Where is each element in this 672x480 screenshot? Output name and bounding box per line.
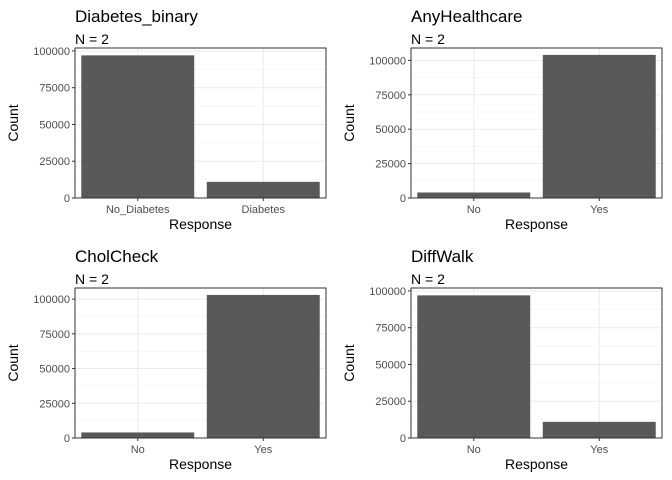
x-axis-title: Response — [505, 456, 568, 472]
y-tick-label: 75000 — [375, 90, 406, 102]
y-axis-title: Count — [5, 344, 21, 381]
bar-no — [417, 295, 531, 438]
chart-subtitle: N = 2 — [75, 271, 109, 287]
x-axis-title: Response — [169, 216, 232, 232]
bar-diabetes — [206, 181, 320, 198]
plot-border — [74, 47, 327, 199]
y-tick-label: 0 — [400, 433, 406, 445]
y-axis-title: Count — [341, 104, 357, 141]
bar-yes — [206, 294, 320, 438]
bar-no-diabetes — [81, 55, 195, 199]
y-tick-label: 25000 — [375, 396, 406, 408]
x-tick-label: No — [467, 444, 481, 456]
chart-panel-2: AnyHealthcare N = 2 0 25000 50000 75000 100000… — [341, 7, 663, 232]
x-tick-label: Yes — [590, 444, 608, 456]
bar-no — [417, 192, 531, 198]
y-tick-label: 75000 — [39, 329, 70, 341]
x-tick-label: Yes — [590, 204, 608, 216]
plot-border — [410, 47, 663, 199]
y-tick-label: 50000 — [375, 124, 406, 136]
y-tick-label: 0 — [64, 433, 70, 445]
x-tick-label: No_Diabetes — [106, 204, 170, 216]
x-tick-label: No — [131, 444, 145, 456]
chart-title: DiffWalk — [411, 247, 474, 266]
x-axis-title: Response — [505, 216, 568, 232]
chart-subtitle: N = 2 — [411, 271, 445, 287]
bar-yes — [542, 54, 656, 198]
plot-border — [410, 287, 663, 439]
x-tick-label: Yes — [254, 444, 272, 456]
y-tick-label: 0 — [400, 193, 406, 205]
y-tick-label: 100000 — [369, 55, 406, 67]
chart-subtitle: N = 2 — [75, 31, 109, 47]
chart-title: Diabetes_binary — [75, 7, 198, 26]
x-tick-label: Diabetes — [242, 204, 286, 216]
chart-panel-3: CholCheck N = 2 0 25000 50000 75000 100000 No Ye… — [5, 247, 327, 472]
bar-yes — [542, 421, 656, 438]
y-tick-label: 100000 — [33, 46, 70, 58]
y-tick-label: 25000 — [39, 156, 70, 168]
y-tick-label: 50000 — [39, 119, 70, 131]
y-tick-label: 50000 — [39, 364, 70, 376]
chart-title: CholCheck — [75, 247, 159, 266]
x-axis-title: Response — [169, 456, 232, 472]
y-tick-label: 50000 — [375, 359, 406, 371]
y-tick-label: 25000 — [39, 398, 70, 410]
plot-border — [74, 287, 327, 439]
chart-panel-1: Diabetes_binary N = 2 0 25000 50000 75000 1000… — [5, 7, 327, 232]
y-axis-title: Count — [341, 344, 357, 381]
y-tick-label: 25000 — [375, 159, 406, 171]
y-tick-label: 100000 — [369, 286, 406, 298]
x-tick-label: No — [467, 204, 481, 216]
chart-title: AnyHealthcare — [411, 7, 523, 26]
y-tick-label: 0 — [64, 193, 70, 205]
y-axis-title: Count — [5, 104, 21, 141]
bar-no — [81, 432, 195, 438]
y-tick-label: 100000 — [33, 294, 70, 306]
y-tick-label: 75000 — [375, 323, 406, 335]
y-tick-label: 75000 — [39, 83, 70, 95]
chart-panel-4: DiffWalk N = 2 0 25000 50000 75000 100000 No Yes… — [341, 247, 663, 472]
chart-subtitle: N = 2 — [411, 31, 445, 47]
